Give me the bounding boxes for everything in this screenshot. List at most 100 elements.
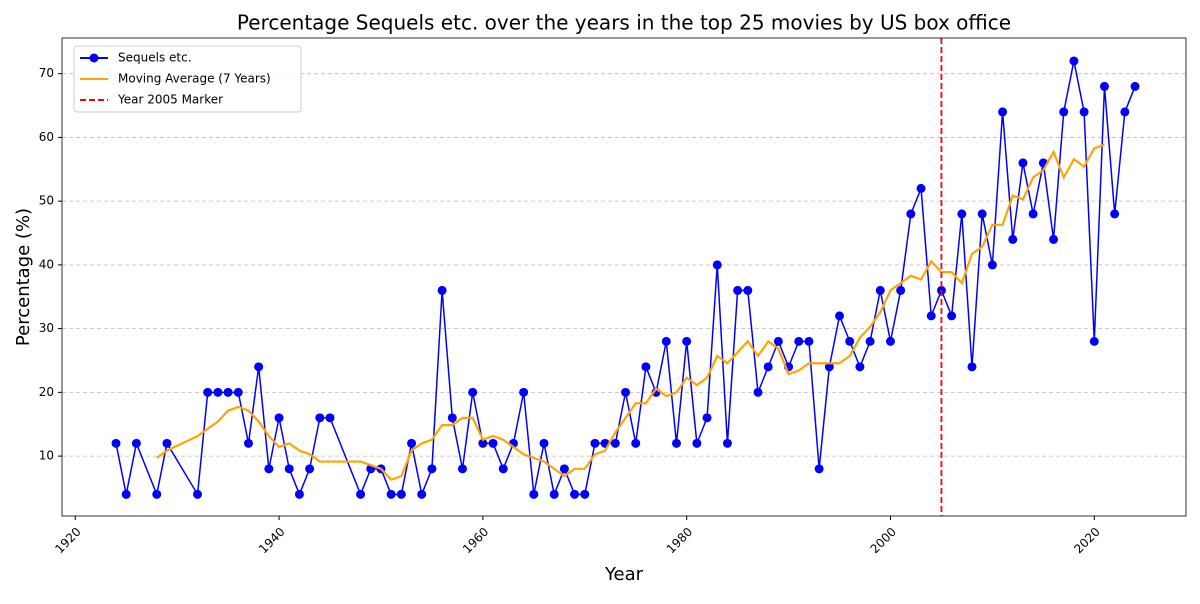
data-point [947,311,957,321]
data-point [631,438,641,448]
data-point [814,464,824,474]
data-point [1099,81,1109,91]
data-point [478,438,488,448]
x-tick-label: 2020 [1071,525,1102,556]
data-point [1120,107,1130,117]
data-point [488,438,498,448]
data-point [835,311,845,321]
data-point [824,362,834,372]
data-point [356,489,366,499]
y-tick-label: 70 [39,66,54,80]
data-point [131,438,141,448]
data-point [682,336,692,346]
x-tick-label: 1920 [52,525,83,556]
data-point [223,387,233,397]
x-axis-label: Year [604,564,644,585]
data-point [987,260,997,270]
data-point [193,489,203,499]
data-point [203,387,213,397]
data-point [162,438,172,448]
data-point [305,464,315,474]
data-point [1089,336,1099,346]
y-tick-label: 30 [39,321,54,335]
data-point [590,438,600,448]
data-point [1110,209,1120,219]
data-point [233,387,243,397]
data-point [447,413,457,423]
data-point [1049,234,1059,244]
x-tick-label: 2000 [868,525,899,556]
data-point [570,489,580,499]
data-point [763,362,773,372]
y-tick-label: 10 [39,449,54,463]
data-point [111,438,121,448]
data-point [845,336,855,346]
data-point [957,209,967,219]
data-point [549,489,559,499]
data-point [753,387,763,397]
data-point [926,311,936,321]
legend-box [73,45,302,113]
data-point [773,336,783,346]
x-tick-label: 1960 [460,525,491,556]
data-point [885,336,895,346]
data-point [529,489,539,499]
data-point [580,489,590,499]
data-point [1008,234,1018,244]
data-point [121,489,131,499]
data-point [294,489,304,499]
data-point [722,438,732,448]
y-tick-label: 20 [39,385,54,399]
x-tick-label: 1980 [664,525,695,556]
data-point [1028,209,1038,219]
data-point [519,387,529,397]
data-point [315,413,325,423]
data-point [977,209,987,219]
data-point [1018,158,1028,168]
data-point [325,413,335,423]
data-point [733,285,743,295]
data-point [712,260,722,270]
data-point [967,362,977,372]
data-point [417,489,427,499]
data-point [998,107,1008,117]
data-point [264,464,274,474]
y-tick-label: 60 [39,130,54,144]
data-point [896,285,906,295]
data-point [386,489,396,499]
data-point [804,336,814,346]
data-point [407,438,417,448]
data-point [743,285,753,295]
data-point [794,336,804,346]
data-point [559,464,569,474]
legend: Sequels etc. Moving Average (7 Years) Year… [73,45,302,113]
y-axis-label: Percentage (%) [13,208,34,346]
legend-label: Year 2005 Marker [117,93,223,107]
legend-label: Sequels etc. [118,51,192,65]
data-point [641,362,651,372]
data-point [427,464,437,474]
data-point [468,387,478,397]
data-point [254,362,264,372]
series-line [156,143,1105,482]
data-point [865,336,875,346]
data-point [213,387,223,397]
data-point [284,464,294,474]
data-point [274,413,284,423]
data-point [692,438,702,448]
data-point [906,209,916,219]
chart-title: Percentage Sequels etc. over the years i… [237,11,1011,35]
x-tick-label: 1940 [256,525,287,556]
data-point [1130,81,1140,91]
data-point [1079,107,1089,117]
legend-marker [89,53,99,63]
data-point [243,438,253,448]
data-point [610,438,620,448]
data-point [671,438,681,448]
plot-frame [61,37,1187,517]
data-point [702,413,712,423]
data-point [498,464,508,474]
data-point [916,183,926,193]
data-point [855,362,865,372]
